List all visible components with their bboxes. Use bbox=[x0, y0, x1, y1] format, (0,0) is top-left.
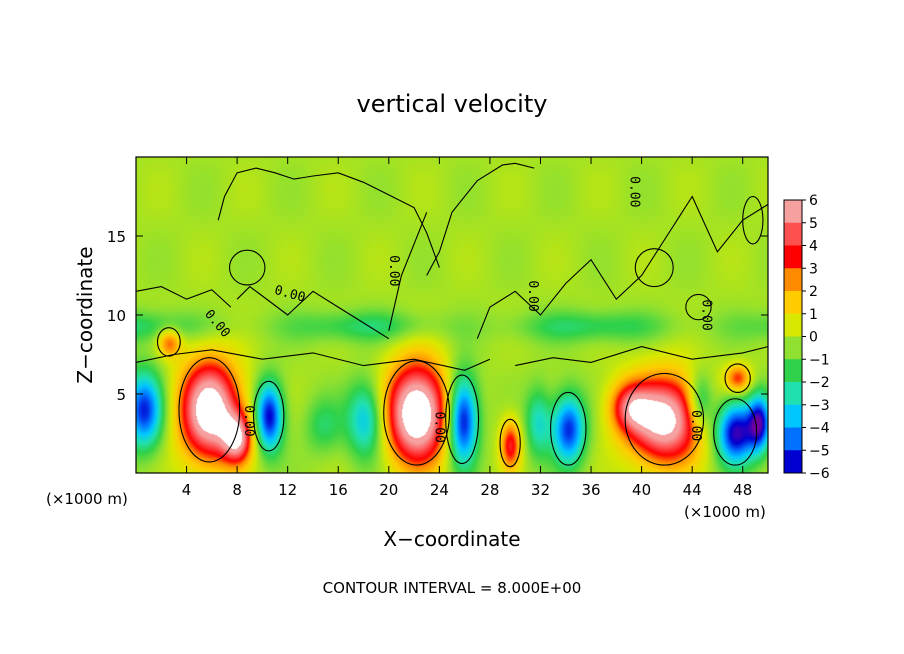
contour-ring bbox=[156, 327, 181, 357]
contour-ring bbox=[499, 418, 521, 468]
colorbar-swatch bbox=[784, 450, 802, 474]
colorbar-label: −5 bbox=[809, 443, 830, 459]
x-axis-unit-right: (×1000 m) bbox=[684, 503, 766, 521]
x-tick-label: 32 bbox=[531, 481, 550, 499]
contour-interval-note: CONTOUR INTERVAL = 8.000E+00 bbox=[323, 579, 582, 597]
colorbar-label: 4 bbox=[809, 239, 818, 255]
x-tick-label: 16 bbox=[329, 481, 348, 499]
y-tick-label: 5 bbox=[116, 386, 126, 404]
x-tick-label: 28 bbox=[480, 481, 499, 499]
colorbar-swatch bbox=[784, 404, 802, 428]
contour-label: 0.00 bbox=[386, 255, 401, 286]
contour-ring bbox=[445, 374, 480, 465]
x-axis-ticks: 4 8 12 16 20 24 28 32 36 40 44 48 bbox=[182, 157, 752, 499]
x-tick-label: 24 bbox=[430, 481, 449, 499]
contour-label: 0.00 bbox=[241, 405, 256, 436]
contour-ring bbox=[383, 360, 451, 466]
y-axis-label: Z−coordinate bbox=[73, 246, 97, 383]
contour-label: 0.00 bbox=[698, 299, 713, 330]
colorbar-label: −4 bbox=[809, 421, 830, 437]
contour-label: 0.00 bbox=[626, 176, 641, 207]
chart-title: vertical velocity bbox=[357, 90, 548, 118]
contour-ring bbox=[685, 293, 712, 321]
colorbar-swatch bbox=[784, 245, 802, 269]
contour-ring bbox=[624, 372, 705, 466]
contour-label: 0.00 bbox=[432, 412, 447, 443]
colorbar-swatch bbox=[784, 382, 802, 406]
contour-line bbox=[426, 162, 535, 276]
colorbar-label: 2 bbox=[809, 284, 818, 300]
x-tick-label: 4 bbox=[182, 481, 192, 499]
x-tick-label: 44 bbox=[683, 481, 702, 499]
contour-line bbox=[135, 349, 491, 371]
x-tick-label: 48 bbox=[733, 481, 752, 499]
colorbar-label: −2 bbox=[809, 375, 830, 391]
colorbar: 6 5 4 3 2 1 0 −1 −2 −3 −4 −5 −6 bbox=[783, 193, 830, 482]
colorbar-swatch bbox=[784, 222, 802, 246]
colorbar-swatch bbox=[784, 313, 802, 337]
contour-label: 0.00 bbox=[688, 410, 703, 441]
colorbar-swatch bbox=[784, 427, 802, 451]
contour-ring bbox=[228, 249, 266, 286]
colorbar-label: 6 bbox=[809, 193, 818, 209]
contour-ring bbox=[724, 363, 751, 393]
x-tick-label: 36 bbox=[581, 481, 600, 499]
contour-line bbox=[135, 286, 232, 308]
colorbar-label: −6 bbox=[809, 466, 830, 482]
contour-ring bbox=[253, 380, 285, 452]
colorbar-label: −1 bbox=[809, 352, 830, 368]
contour-line bbox=[236, 285, 390, 340]
x-tick-label: 20 bbox=[379, 481, 398, 499]
plot-area bbox=[136, 157, 768, 473]
contour-line bbox=[476, 195, 769, 339]
contour-ring bbox=[713, 398, 758, 466]
y-tick-label: 15 bbox=[107, 228, 126, 246]
contour-ring bbox=[550, 391, 587, 466]
y-axis-ticks: 5 10 15 bbox=[107, 228, 768, 404]
contour-ring bbox=[178, 357, 241, 463]
contour-ring bbox=[742, 195, 764, 245]
contour-line bbox=[515, 346, 769, 367]
colorbar-swatch bbox=[784, 291, 802, 315]
x-tick-label: 12 bbox=[278, 481, 297, 499]
contour-label: 0.00 bbox=[525, 280, 540, 311]
contour-lines bbox=[135, 162, 769, 468]
x-tick-label: 40 bbox=[632, 481, 651, 499]
contour-line bbox=[217, 167, 440, 268]
colorbar-swatch bbox=[784, 359, 802, 383]
colorbar-swatch bbox=[784, 200, 802, 224]
contour-ring bbox=[634, 248, 674, 288]
colorbar-label: −3 bbox=[809, 398, 830, 414]
colorbar-label: 3 bbox=[809, 261, 818, 277]
y-tick-label: 10 bbox=[107, 307, 126, 325]
colorbar-swatch bbox=[784, 268, 802, 292]
colorbar-label: 0 bbox=[809, 330, 818, 346]
contour-line bbox=[388, 212, 428, 331]
x-axis-label: X−coordinate bbox=[383, 527, 520, 551]
heatmap-field bbox=[136, 157, 768, 473]
colorbar-label: 1 bbox=[809, 307, 818, 323]
colorbar-swatch bbox=[784, 336, 802, 360]
colorbar-label: 5 bbox=[809, 216, 818, 232]
x-tick-label: 8 bbox=[232, 481, 242, 499]
x-axis-unit-left: (×1000 m) bbox=[46, 490, 128, 508]
